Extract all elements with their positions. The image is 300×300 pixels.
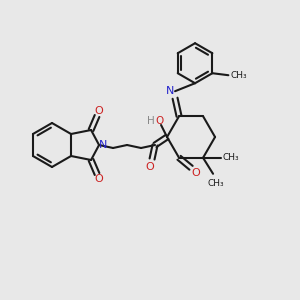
Text: O: O	[95, 174, 103, 184]
Text: O: O	[192, 168, 200, 178]
Text: N: N	[166, 86, 174, 96]
Text: O: O	[155, 116, 163, 126]
Text: H: H	[147, 116, 155, 126]
Text: O: O	[95, 106, 103, 116]
Text: CH₃: CH₃	[230, 71, 247, 80]
Text: CH₃: CH₃	[223, 153, 239, 162]
Text: O: O	[146, 162, 154, 172]
Text: CH₃: CH₃	[208, 179, 224, 188]
Text: N: N	[99, 140, 107, 150]
